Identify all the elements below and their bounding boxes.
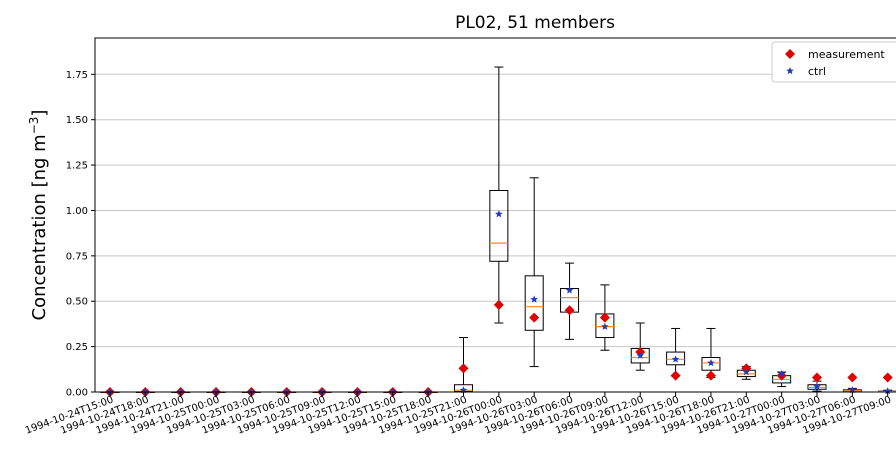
ctrl-point [813, 382, 821, 390]
measurement-point [882, 372, 893, 383]
ctrl-point [530, 295, 538, 303]
ctrl-point [742, 368, 751, 376]
y-tick-label: 0.75 [66, 251, 88, 262]
measurement-point [493, 299, 504, 310]
legend-frame [771, 41, 896, 83]
ctrl-point [565, 286, 574, 294]
y-tick-label: 0.25 [66, 342, 88, 353]
plot-frame [94, 37, 896, 393]
box-17 [701, 327, 721, 378]
box-16 [666, 327, 686, 377]
legend-ctrl-marker [786, 67, 794, 75]
y-axis-label: Concentration [ng m−3] [27, 110, 50, 321]
ctrl-point [777, 369, 786, 378]
ctrl-point [671, 355, 680, 363]
box-iqr [524, 275, 544, 331]
ctrl-point [636, 351, 645, 359]
measurement-point [529, 312, 540, 323]
chart-title: PL02, 51 members [455, 13, 615, 33]
y-tick-label: 0.00 [66, 388, 88, 399]
legend-label-measurement: measurement [808, 48, 885, 61]
box-iqr [701, 357, 721, 371]
point-series [105, 210, 893, 397]
box-iqr [666, 351, 686, 366]
y-axis-label-main: Concentration [ng m [29, 134, 50, 320]
ctrl-point [601, 322, 609, 330]
legend: measurement ctrl [771, 41, 896, 83]
measurement-point [670, 370, 681, 381]
legend-label-ctrl: ctrl [808, 65, 826, 78]
x-axis-ticks: 1994-10-24T15:001994-10-24T18:001994-10-… [24, 392, 893, 437]
measurement-point [599, 312, 610, 323]
box-11 [489, 66, 509, 324]
y-tick-label: 0.50 [66, 297, 88, 308]
measurement-point [847, 372, 858, 383]
y-tick-label: 1.75 [66, 70, 88, 81]
measurement-point [564, 305, 575, 316]
y-tick-label: 1.25 [66, 161, 88, 172]
measurement-point [705, 370, 716, 381]
box-iqr [489, 189, 509, 262]
gridlines [95, 73, 896, 393]
y-axis-label-close: ] [29, 110, 50, 117]
legend-measurement-marker [785, 49, 795, 59]
box-series [100, 66, 896, 393]
y-axis-ticks: 0.00 0.25 0.50 0.75 1.00 1.25 1.50 1.75 [66, 70, 95, 399]
ctrl-point [707, 358, 715, 367]
y-tick-label: 1.50 [66, 115, 88, 126]
box-12 [524, 177, 544, 368]
measurement-point [458, 363, 469, 374]
y-axis-label-exponent: −3 [27, 117, 41, 135]
measurement-point [812, 372, 822, 383]
y-tick-label: 1.00 [66, 206, 88, 217]
ctrl-point [495, 210, 503, 218]
ctrl-point [883, 387, 892, 395]
